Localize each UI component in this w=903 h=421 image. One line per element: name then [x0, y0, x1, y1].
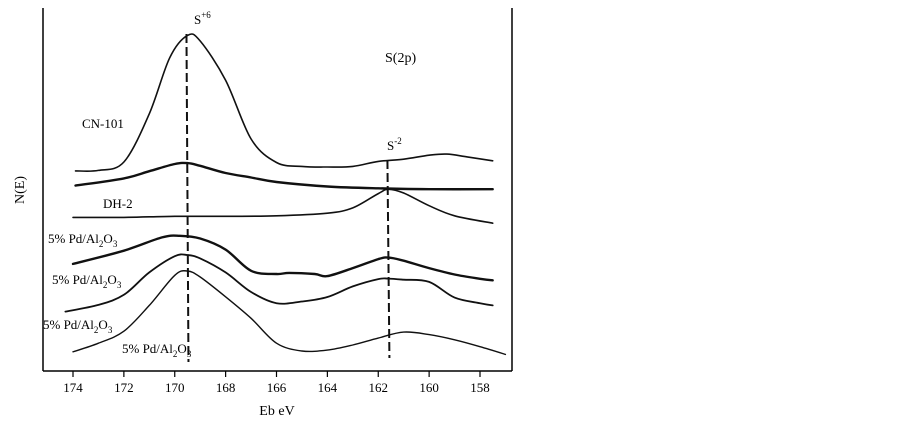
x-tick-label: 164 — [318, 380, 338, 395]
series-curve-3 — [72, 188, 494, 224]
peak-marker-line-1 — [185, 33, 190, 363]
series-curve-5 — [64, 253, 494, 313]
series-label-pd-2: 5% Pd/Al2O3 — [52, 272, 122, 290]
peak-label-s-plus6: S+6 — [194, 10, 211, 27]
series-label-cn-101: CN-101 — [82, 116, 124, 131]
series-label-dh-2: DH-2 — [103, 196, 133, 211]
x-tick-label: 158 — [470, 380, 490, 395]
series-curve-6 — [72, 270, 507, 356]
peak-marker-lines — [185, 33, 391, 363]
series-curve-4 — [71, 234, 494, 282]
region-label: S(2p) — [385, 51, 416, 66]
x-tick-label: 160 — [419, 380, 439, 395]
x-tick-label: 162 — [369, 380, 389, 395]
peak-marker-line-2 — [386, 159, 391, 359]
x-tick-label: 166 — [267, 380, 287, 395]
x-tick-label: 170 — [165, 380, 185, 395]
series-curve-1 — [74, 33, 494, 172]
x-ticks: 174 172 170 168 166 164 162 160 158 — [63, 371, 490, 395]
peak-label-s-minus2: S-2 — [387, 136, 402, 153]
x-axis-title: Eb eV — [259, 404, 294, 419]
series-label-pd-4: 5% Pd/Al2O3 — [122, 341, 192, 359]
y-axis-title: N(E) — [13, 176, 28, 204]
series-label-pd-3: 5% Pd/Al2O3 — [43, 317, 113, 335]
x-tick-label: 174 — [63, 380, 83, 395]
x-tick-label: 168 — [216, 380, 236, 395]
x-tick-label: 172 — [114, 380, 134, 395]
series-curves — [64, 33, 507, 356]
series-curve-2 — [74, 161, 494, 191]
series-label-pd-1: 5% Pd/Al2O3 — [48, 231, 118, 249]
